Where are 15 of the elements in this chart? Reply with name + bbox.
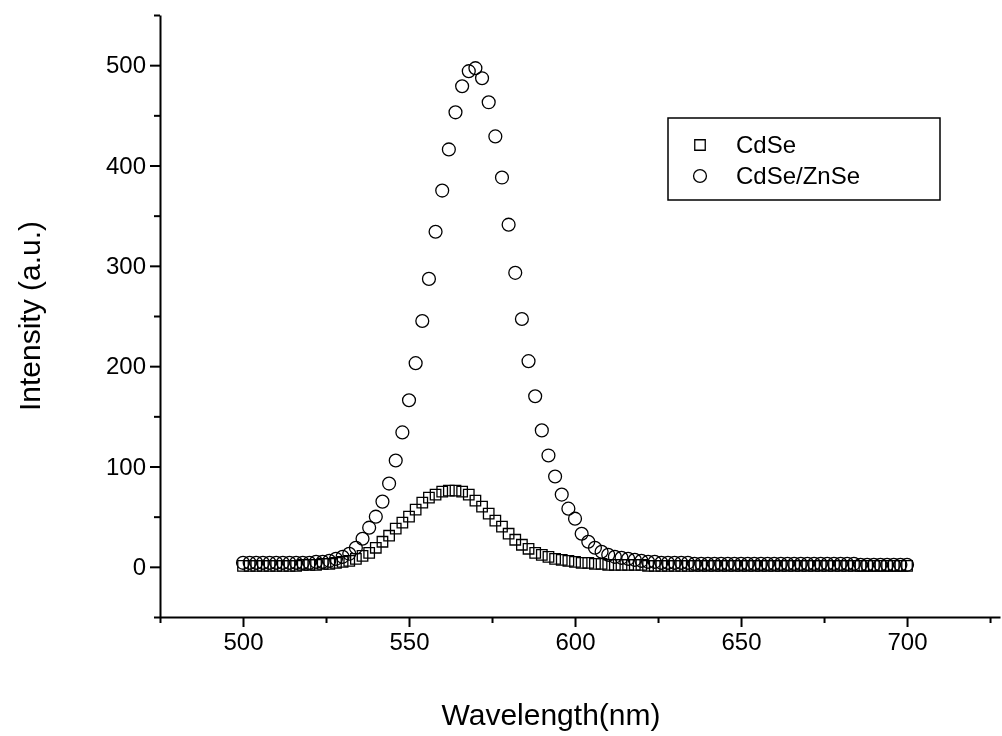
x-tick-label: 600	[555, 628, 596, 656]
y-tick-label: 500	[105, 51, 146, 79]
x-tick-label: 550	[389, 628, 430, 656]
y-tick-label: 0	[132, 553, 146, 581]
legend-label: CdSe/ZnSe	[736, 162, 861, 190]
x-axis-title: Wavelength(nm)	[441, 698, 661, 731]
x-tick-label: 650	[721, 628, 762, 656]
y-tick-label: 300	[105, 252, 146, 280]
y-axis-title: Intensity (a.u.)	[13, 220, 46, 412]
y-tick-label: 200	[105, 352, 146, 380]
y-tick-label: 400	[105, 151, 146, 179]
legend-label: CdSe	[736, 131, 797, 159]
x-tick-label: 500	[223, 628, 264, 656]
y-tick-label: 100	[105, 452, 146, 480]
x-tick-label: 700	[887, 628, 928, 656]
